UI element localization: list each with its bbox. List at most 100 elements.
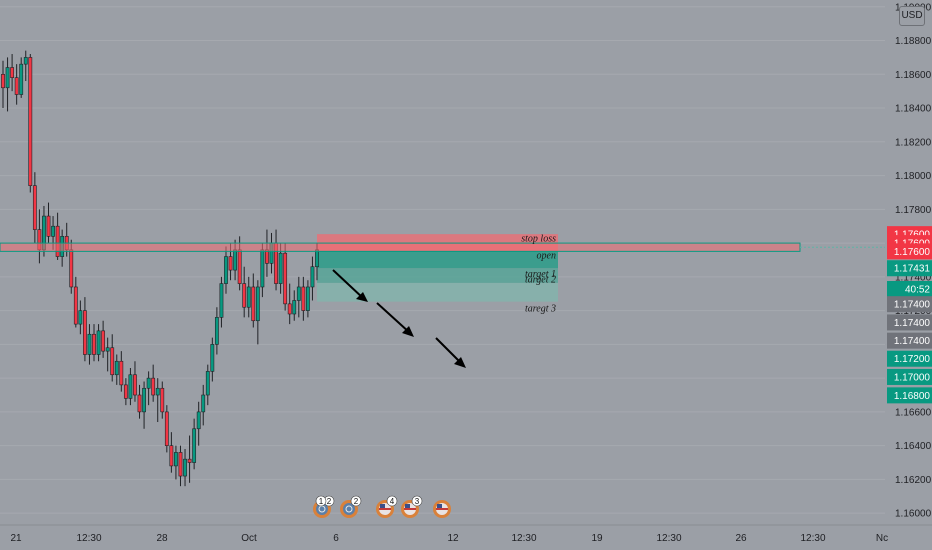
candle: [296, 276, 301, 318]
price-badge-label: 1.17200: [894, 354, 931, 365]
candle: [287, 283, 292, 325]
candle-body: [224, 256, 228, 284]
price-tick-label: 1.18400: [895, 104, 932, 115]
candle: [32, 172, 37, 244]
price-badges: 1.176001.176001.176001.1743140:521.17400…: [887, 226, 932, 404]
candle: [110, 334, 115, 382]
candle: [187, 435, 192, 483]
candle-body: [123, 384, 128, 399]
candle-body: [96, 330, 101, 355]
time-tick-label: 12:30: [76, 533, 101, 544]
target-3-zone[interactable]: [317, 282, 558, 302]
price-badge-bg: [887, 368, 932, 385]
candle-body: [1, 73, 5, 89]
candle: [133, 361, 137, 402]
time-tick-label: 6: [333, 533, 339, 544]
candle-body: [292, 300, 297, 315]
candle: [28, 54, 33, 193]
candle: [101, 320, 106, 358]
support-resistance-band[interactable]: [0, 242, 801, 252]
event-count: 2: [354, 497, 359, 506]
time-tick-label: 12:30: [800, 533, 825, 544]
time-tick-label: Oct: [241, 533, 257, 544]
candle: [310, 256, 315, 301]
target-2-zone[interactable]: [317, 268, 558, 283]
candle: [142, 381, 146, 429]
price-badge-bg: [887, 387, 932, 404]
candle-body: [155, 387, 160, 396]
candle-body: [201, 394, 206, 413]
candle: [219, 276, 224, 328]
price-tick-label: 1.18600: [895, 70, 932, 81]
price-badge: 1.17400: [887, 296, 932, 313]
candle: [151, 364, 156, 402]
price-tick-label: 1.17800: [895, 205, 932, 216]
world-flag-icon: [316, 503, 328, 515]
target-1-zone[interactable]: [317, 251, 558, 269]
candle: [283, 243, 288, 311]
price-badge-label: 40:52: [905, 285, 930, 296]
arrow-1[interactable]: [332, 269, 365, 300]
price-badge: 1.17400: [887, 332, 932, 349]
candle-body: [187, 458, 192, 463]
arrow-3[interactable]: [435, 337, 463, 365]
candle-body: [315, 249, 319, 268]
candle-body: [10, 67, 15, 78]
us-flag-stripe: [404, 508, 416, 510]
price-badge-label: 1.17600: [894, 247, 931, 258]
event-count: 2: [327, 497, 332, 506]
price-badge: 1.17000: [887, 368, 932, 385]
price-badge-label: 1.17400: [894, 318, 931, 329]
economic-events[interactable]: 21 2 4 3: [313, 495, 451, 518]
candle-body: [219, 283, 224, 318]
us-flag-stripe: [436, 508, 448, 510]
event-marker[interactable]: 21: [313, 495, 335, 518]
candle: [265, 229, 269, 277]
projection-arrows[interactable]: [332, 269, 466, 368]
candle-body: [192, 428, 197, 463]
price-badge-label: 1.17431: [894, 264, 931, 275]
price-tick-label: 1.18800: [895, 36, 932, 47]
price-badge: 1.17400: [887, 314, 932, 331]
price-badge-bg: [887, 296, 932, 313]
time-tick-label: 12:30: [511, 533, 536, 544]
candle: [210, 337, 215, 382]
event-marker[interactable]: 2: [340, 495, 362, 518]
price-tick-label: 1.18200: [895, 137, 932, 148]
price-tick-label: 1.18000: [895, 171, 932, 182]
candle-body: [310, 266, 315, 288]
candle: [155, 378, 160, 423]
candle: [78, 300, 83, 335]
time-axis[interactable]: 21 12:30 28 Oct 6 12 12:30 19 12:30 26 12:30 Nc: [0, 524, 932, 544]
us-flag-stripe: [379, 508, 391, 510]
candle-body: [23, 57, 28, 65]
us-flag-canton: [380, 504, 385, 508]
candle-body: [169, 445, 174, 467]
candle-body: [128, 374, 133, 399]
candle-body: [278, 252, 283, 284]
currency-button[interactable]: USD: [899, 6, 925, 26]
candle-body: [14, 77, 19, 95]
event-marker[interactable]: [433, 500, 451, 518]
candle: [169, 432, 174, 473]
event-marker[interactable]: 3: [401, 495, 423, 518]
price-badge-bg: [887, 260, 932, 277]
candle: [46, 202, 51, 244]
event-marker[interactable]: 4: [376, 495, 398, 518]
candle-body: [78, 310, 83, 325]
candle: [242, 266, 247, 318]
candle-body: [119, 360, 124, 386]
candle-body: [251, 286, 256, 322]
candle: [301, 276, 306, 321]
arrow-2[interactable]: [376, 302, 411, 334]
event-count: 4: [390, 497, 395, 506]
candle: [105, 337, 110, 372]
candle: [23, 50, 28, 82]
candle: [201, 384, 206, 426]
candle-body: [301, 286, 306, 311]
price-tick-label: 1.16400: [895, 441, 932, 452]
time-tick-label: 12: [447, 533, 459, 544]
candle-body: [87, 333, 92, 355]
candle-body: [92, 333, 96, 355]
